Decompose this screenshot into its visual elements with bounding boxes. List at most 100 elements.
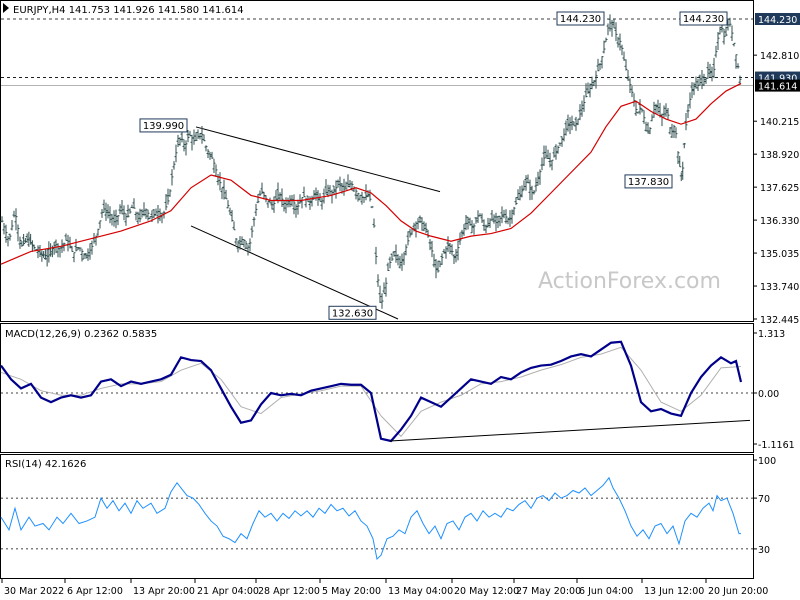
channel-lower-line — [190, 225, 399, 320]
price-bar — [132, 198, 136, 209]
price-bar — [528, 179, 532, 201]
rsi-layer: 100 70 30 — [0, 456, 776, 561]
price-bar — [218, 172, 222, 191]
price-bar — [656, 99, 660, 114]
price-panel-frame — [0, 0, 754, 322]
price-bar — [43, 248, 47, 260]
price-bar — [152, 208, 156, 219]
moving-average-line — [0, 82, 742, 265]
x-tick-label: 30 Mar 2022 — [4, 586, 64, 597]
price-bar — [674, 127, 678, 139]
price-bar — [16, 224, 20, 242]
price-bar — [472, 223, 476, 235]
price-bar — [696, 78, 700, 91]
price-bar — [370, 206, 374, 209]
price-bar — [72, 252, 76, 263]
price-bar — [40, 250, 44, 262]
price-bar — [540, 157, 544, 171]
price-bar — [14, 208, 18, 231]
rsi-y-tick-label: 30 — [758, 545, 770, 556]
price-bar — [460, 229, 464, 238]
price-bar — [64, 233, 68, 241]
price-bar — [144, 208, 148, 219]
price-bar — [45, 249, 49, 267]
price-bar — [170, 169, 174, 186]
price-bar — [504, 209, 508, 224]
price-bar — [154, 208, 158, 216]
x-tick-label: 20 May 12:00 — [454, 586, 519, 597]
macd-panel-title: MACD(12,26,9) 0.2362 0.5835 — [5, 329, 157, 340]
price-bar — [554, 144, 558, 160]
price-tag — [755, 79, 800, 92]
price-bar — [438, 260, 442, 268]
price-bar — [398, 255, 402, 269]
price-bar — [508, 210, 512, 227]
price-tag-label: 144.230 — [758, 15, 797, 26]
price-bar — [686, 104, 690, 119]
price-bar — [208, 151, 212, 160]
price-annotation-label: 144.230 — [683, 14, 724, 25]
price-bar — [570, 115, 574, 131]
y-tick-label: 133.740 — [760, 282, 799, 293]
price-bar — [406, 231, 410, 246]
price-bar — [86, 248, 90, 261]
price-bar — [722, 28, 726, 45]
price-bar — [636, 111, 640, 114]
price-bar — [116, 215, 120, 226]
price-bar — [106, 204, 110, 219]
price-bar — [580, 100, 584, 117]
price-bar — [346, 174, 350, 188]
price-bar — [6, 235, 10, 247]
price-bar — [584, 83, 588, 98]
price-tag-label: 141.614 — [758, 82, 797, 93]
price-bar — [610, 19, 614, 37]
price-bar — [684, 112, 688, 131]
price-bar — [556, 145, 560, 154]
y-tick-label: 138.920 — [760, 150, 799, 161]
price-bar — [498, 215, 502, 227]
y-tick-label: 137.625 — [760, 183, 799, 194]
price-bar — [626, 69, 630, 81]
price-bar — [734, 54, 738, 69]
price-annotation: 137.830 — [624, 174, 673, 189]
price-bar — [444, 246, 448, 259]
price-bar — [718, 26, 722, 35]
price-bar — [214, 164, 218, 177]
price-bar — [216, 174, 220, 186]
price-bar — [552, 147, 556, 158]
price-bar — [384, 277, 388, 297]
price-bar — [100, 209, 104, 218]
price-bar — [314, 187, 318, 201]
price-annotation-label: 132.630 — [332, 308, 373, 319]
price-bar — [488, 218, 492, 228]
price-bar — [104, 202, 108, 221]
price-annotation-label: 139.990 — [143, 121, 184, 132]
price-bar — [202, 134, 206, 142]
price-bar — [518, 186, 522, 201]
price-bar — [396, 254, 400, 266]
price-bar — [376, 274, 380, 287]
price-bar — [622, 51, 626, 61]
price-annotation: 139.990 — [139, 118, 188, 133]
price-bar — [654, 103, 658, 115]
price-bar — [320, 198, 324, 210]
price-bar — [416, 218, 420, 230]
price-bar — [704, 77, 708, 84]
price-bar — [618, 33, 622, 51]
price-bar — [78, 247, 82, 252]
price-bar — [58, 247, 62, 258]
price-bar — [690, 82, 694, 99]
price-bar — [524, 175, 528, 191]
price-bar — [280, 188, 284, 207]
price-bar — [188, 130, 192, 137]
price-bar — [594, 70, 598, 89]
price-bar — [230, 209, 234, 222]
price-bar — [166, 188, 170, 205]
price-bar — [62, 242, 66, 252]
price-bar — [66, 234, 70, 252]
price-bar — [582, 95, 586, 112]
price-bar — [82, 253, 86, 260]
x-axis: 30 Mar 2022 6 Apr 12:00 13 Apr 20:00 21 Apr… — [1, 578, 768, 597]
macd-y-tick-label: -1.1161 — [758, 440, 795, 451]
price-bar — [360, 191, 364, 205]
